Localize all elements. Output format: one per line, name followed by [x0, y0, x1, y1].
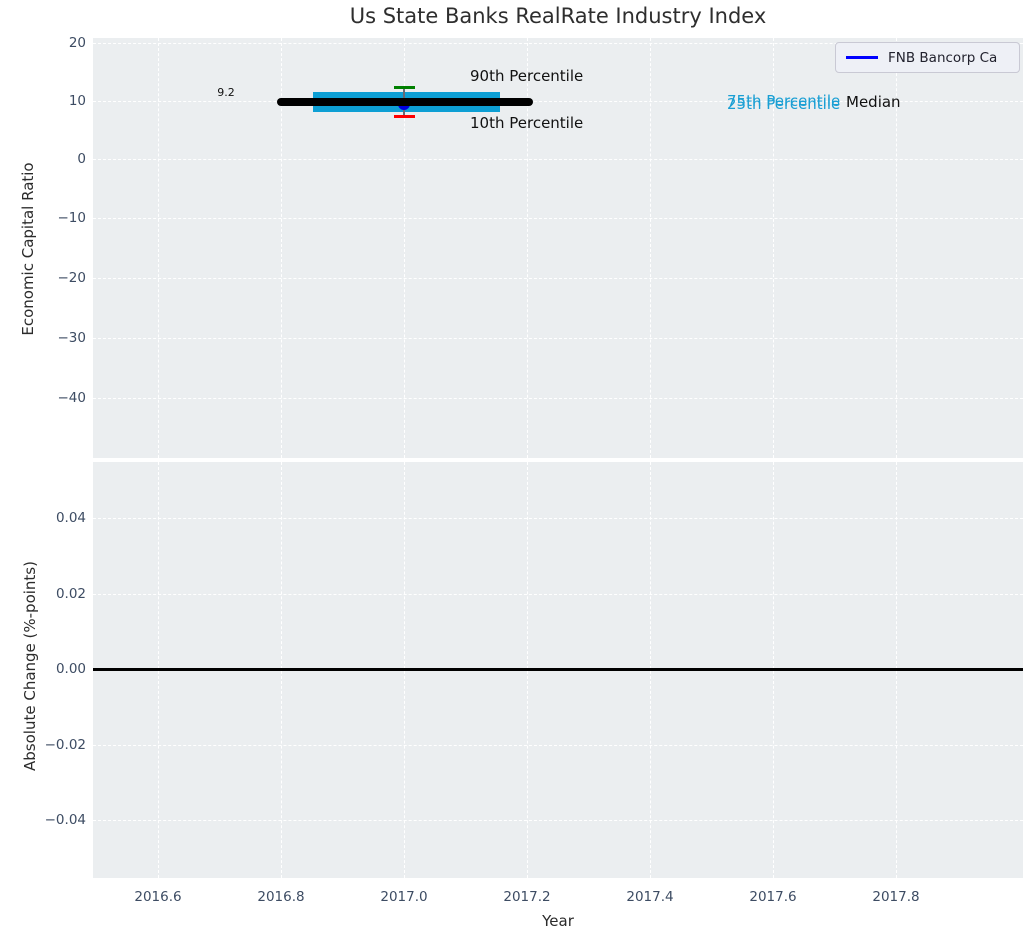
gridline [650, 38, 651, 458]
gridline [93, 218, 1023, 219]
ytick-label: −0.02 [44, 737, 86, 753]
gridline [93, 278, 1023, 279]
xtick-label: 2017.4 [626, 889, 674, 905]
xtick-label: 2017.2 [503, 889, 551, 905]
chart-title: Us State Banks RealRate Industry Index [349, 4, 767, 28]
top-y-axis-label: Economic Capital Ratio [19, 162, 37, 336]
gridline [93, 745, 1023, 746]
ytick-label: 10 [68, 93, 86, 109]
xtick-label: 2017.8 [872, 889, 920, 905]
xtick-label: 2017.0 [380, 889, 428, 905]
gridline [93, 159, 1023, 160]
gridline [93, 101, 1023, 102]
p10-whisker-cap [394, 115, 415, 118]
ytick-label: 0.00 [55, 661, 86, 677]
gridline [93, 820, 1023, 821]
xtick-label: 2016.6 [134, 889, 182, 905]
gridline [527, 38, 528, 458]
top-axes: 9.2 90th Percentile 10th Percentile 75th… [93, 38, 1023, 458]
x-axis-label: Year [542, 912, 574, 930]
ytick-label: 0.04 [55, 510, 86, 526]
gridline [404, 38, 405, 458]
legend: FNB Bancorp Ca [835, 42, 1020, 73]
ytick-label: 0.02 [55, 586, 86, 602]
p10-annotation: 10th Percentile [470, 114, 584, 132]
bottom-y-axis-label: Absolute Change (%-points) [21, 561, 39, 771]
xtick-label: 2016.8 [257, 889, 305, 905]
xtick-label: 2017.6 [749, 889, 797, 905]
p75-annotation: 75th Percentile [727, 92, 841, 110]
gridline [93, 43, 1023, 44]
zero-reference-line [93, 668, 1023, 671]
gridline [158, 38, 159, 458]
ytick-label: −20 [57, 270, 87, 286]
bottom-axes [93, 462, 1023, 878]
gridline [281, 38, 282, 458]
ytick-label: −10 [57, 210, 87, 226]
gridline [93, 398, 1023, 399]
ytick-label: 0 [77, 151, 86, 167]
p25-annotation: 25th Percentile [727, 95, 841, 113]
p90-annotation: 90th Percentile [470, 67, 584, 85]
median-line [277, 98, 533, 106]
p90-whisker-cap [394, 86, 415, 89]
legend-line-icon [846, 56, 878, 59]
gridline [896, 38, 897, 458]
gridline [773, 38, 774, 458]
ytick-label: −0.04 [44, 812, 86, 828]
median-value-annotation: 9.2 [217, 86, 235, 99]
ytick-label: −30 [57, 330, 87, 346]
median-annotation: Median [846, 93, 901, 111]
ytick-label: 20 [68, 35, 86, 51]
gridline [93, 594, 1023, 595]
ytick-label: −40 [57, 390, 87, 406]
legend-label: FNB Bancorp Ca [888, 49, 998, 66]
gridline [93, 670, 1023, 671]
gridline [93, 518, 1023, 519]
gridline [93, 338, 1023, 339]
